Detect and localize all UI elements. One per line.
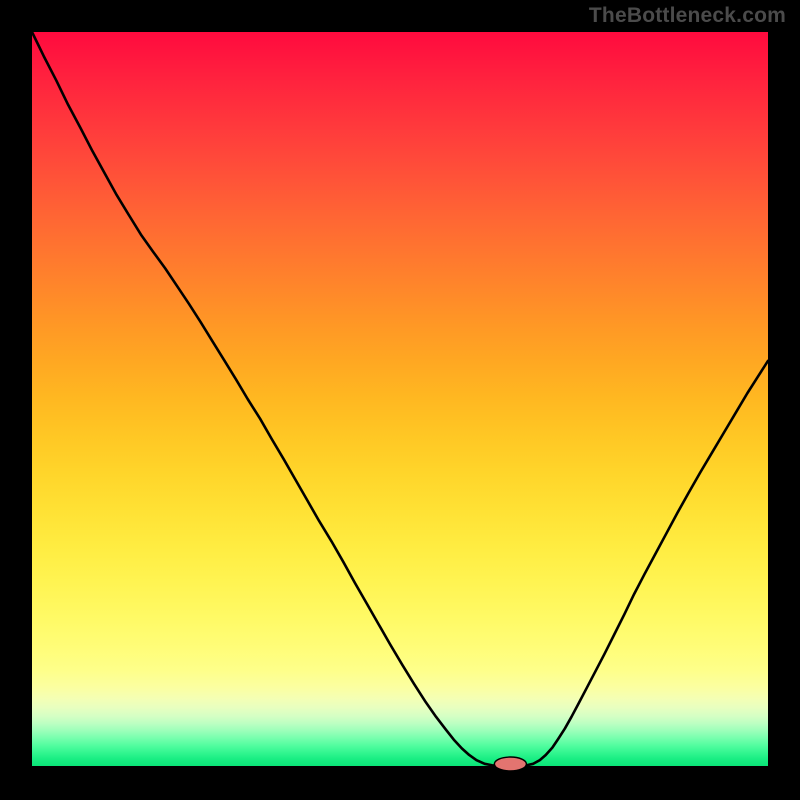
chart-container: TheBottleneck.com (0, 0, 800, 800)
watermark-text: TheBottleneck.com (589, 4, 786, 28)
bottleneck-curve-chart (0, 0, 800, 800)
optimal-point-marker (494, 757, 526, 771)
gradient-background (32, 32, 768, 766)
